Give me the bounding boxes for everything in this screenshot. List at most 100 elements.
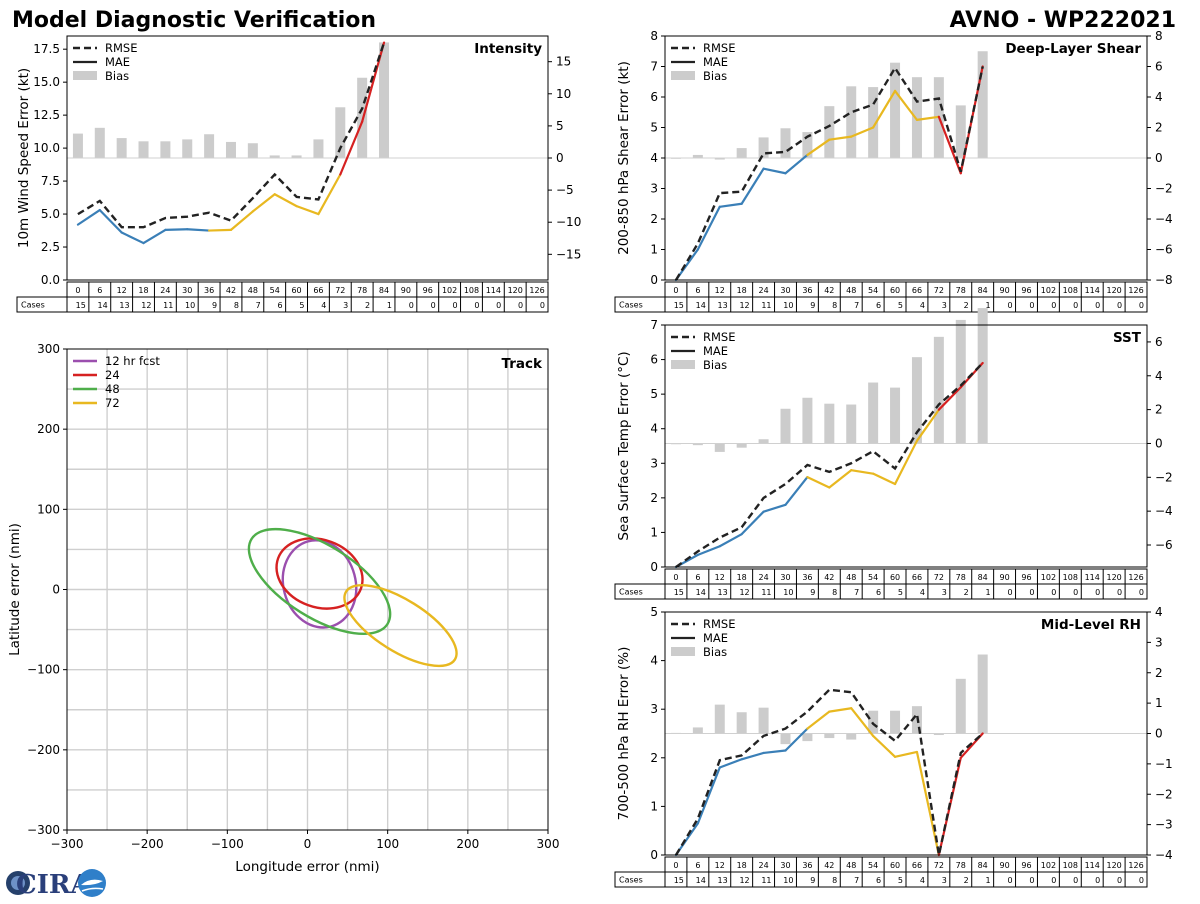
y-axis-label: 200-850 hPa Shear Error (kt) xyxy=(616,61,632,255)
hour-cell: 126 xyxy=(1128,286,1143,295)
hour-cell: 48 xyxy=(846,861,856,870)
bias-bar xyxy=(802,132,813,158)
mae-segment xyxy=(850,707,875,738)
case-cell: 0 xyxy=(1117,301,1122,310)
y-tick-label: 5 xyxy=(650,121,658,135)
hour-cell: 72 xyxy=(335,286,345,295)
legend-label: 72 xyxy=(105,396,120,410)
bias-bar xyxy=(802,733,813,742)
case-cell: 0 xyxy=(1029,301,1034,310)
y-axis-label: 10m Wind Speed Error (kt) xyxy=(16,68,32,248)
case-cell: 6 xyxy=(876,876,881,885)
y2-tick-label: 1 xyxy=(1155,696,1163,710)
legend-label: 12 hr fcst xyxy=(105,354,160,368)
plot-frame xyxy=(664,324,1148,568)
case-cell: 11 xyxy=(761,301,771,310)
y-tick-label: −300 xyxy=(27,823,60,837)
mae-segment xyxy=(295,205,320,216)
case-cell: 15 xyxy=(674,876,684,885)
mae-segment xyxy=(893,439,919,486)
hour-cell: 24 xyxy=(160,286,170,295)
hour-cell: 66 xyxy=(313,286,323,295)
track-panel: −300 −200 −100 0 100 200 300 −300 −200 −100 0 100 20… xyxy=(7,342,559,875)
bias-bar xyxy=(714,443,725,452)
case-cell: 0 xyxy=(1117,876,1122,885)
mae-segment xyxy=(718,758,743,769)
y2-tick-label: −6 xyxy=(1155,538,1173,552)
case-cell: 8 xyxy=(832,588,837,597)
hour-cell: 6 xyxy=(695,286,700,295)
legend-bias-swatch xyxy=(671,647,695,656)
hour-cell: 18 xyxy=(737,861,747,870)
case-cell: 0 xyxy=(452,301,457,310)
bias-bar xyxy=(692,443,703,446)
bias-bar xyxy=(911,357,922,444)
hour-cell: 78 xyxy=(357,286,367,295)
mae-segment xyxy=(937,386,962,411)
y-tick-label: 5.0 xyxy=(41,207,60,221)
hour-cell: 78 xyxy=(956,861,966,870)
y2-tick-label: 4 xyxy=(1155,369,1163,383)
x-tick-label: 200 xyxy=(456,837,479,851)
case-cell: 10 xyxy=(185,301,195,310)
hour-cell: 90 xyxy=(401,286,411,295)
bias-bar xyxy=(780,128,791,158)
bias-bar xyxy=(758,439,769,444)
bias-bar xyxy=(955,319,966,444)
hour-cell: 0 xyxy=(673,861,678,870)
case-cell: 0 xyxy=(1029,588,1034,597)
bias-bar xyxy=(182,139,193,158)
case-cell: 12 xyxy=(739,588,749,597)
panel-title: Track xyxy=(502,356,543,372)
bias-bar xyxy=(138,141,149,158)
cira-logo: CIRA xyxy=(2,866,108,900)
bias-bar xyxy=(977,51,988,158)
bias-bar xyxy=(758,707,769,734)
y2-tick-label: 6 xyxy=(1155,335,1163,349)
mae-segment xyxy=(762,503,787,513)
y-tick-label: 1 xyxy=(650,243,658,257)
x-tick-label: 0 xyxy=(304,837,312,851)
cases-label: Cases xyxy=(619,876,643,885)
y-tick-label: 200 xyxy=(37,422,60,436)
case-cell: 6 xyxy=(876,588,881,597)
hour-cell: 42 xyxy=(824,286,834,295)
hour-cell: 54 xyxy=(270,286,280,295)
hour-cell: 54 xyxy=(868,573,878,582)
y-tick-label: 10.0 xyxy=(33,141,60,155)
bias-bar xyxy=(714,158,725,160)
hour-cell: 60 xyxy=(890,286,900,295)
hour-cell: 72 xyxy=(934,861,944,870)
hour-cell: 12 xyxy=(715,861,725,870)
hour-cell: 108 xyxy=(464,286,479,295)
case-cell: 13 xyxy=(718,588,728,597)
y-tick-label: 300 xyxy=(37,342,60,356)
case-cell: 15 xyxy=(76,301,86,310)
legend-bias-label: Bias xyxy=(703,69,727,83)
case-cell: 10 xyxy=(783,876,793,885)
case-cell: 2 xyxy=(964,588,969,597)
y-tick-label: 5 xyxy=(650,387,658,401)
case-cell: 1 xyxy=(986,588,991,597)
bias-bar xyxy=(758,137,769,158)
mae-segment xyxy=(718,533,743,548)
bias-bar xyxy=(868,382,879,444)
hour-cell: 30 xyxy=(780,861,790,870)
y2-tick-label: −3 xyxy=(1155,818,1173,832)
mae-segment xyxy=(872,734,897,758)
legend-label: 24 xyxy=(105,368,120,382)
bias-bar xyxy=(269,155,280,158)
bias-bar xyxy=(225,141,236,158)
case-cell: 4 xyxy=(321,301,326,310)
hour-cell: 66 xyxy=(912,286,922,295)
hour-cell: 24 xyxy=(758,286,768,295)
legend-bias-label: Bias xyxy=(105,69,129,83)
hour-cell: 54 xyxy=(868,286,878,295)
case-cell: 0 xyxy=(1139,876,1144,885)
hour-cell: 84 xyxy=(978,573,988,582)
case-cell: 5 xyxy=(299,301,304,310)
bias-bar xyxy=(911,77,922,158)
hour-cell: 120 xyxy=(1106,573,1121,582)
hour-cell: 96 xyxy=(1021,573,1031,582)
bias-bar xyxy=(890,387,901,444)
